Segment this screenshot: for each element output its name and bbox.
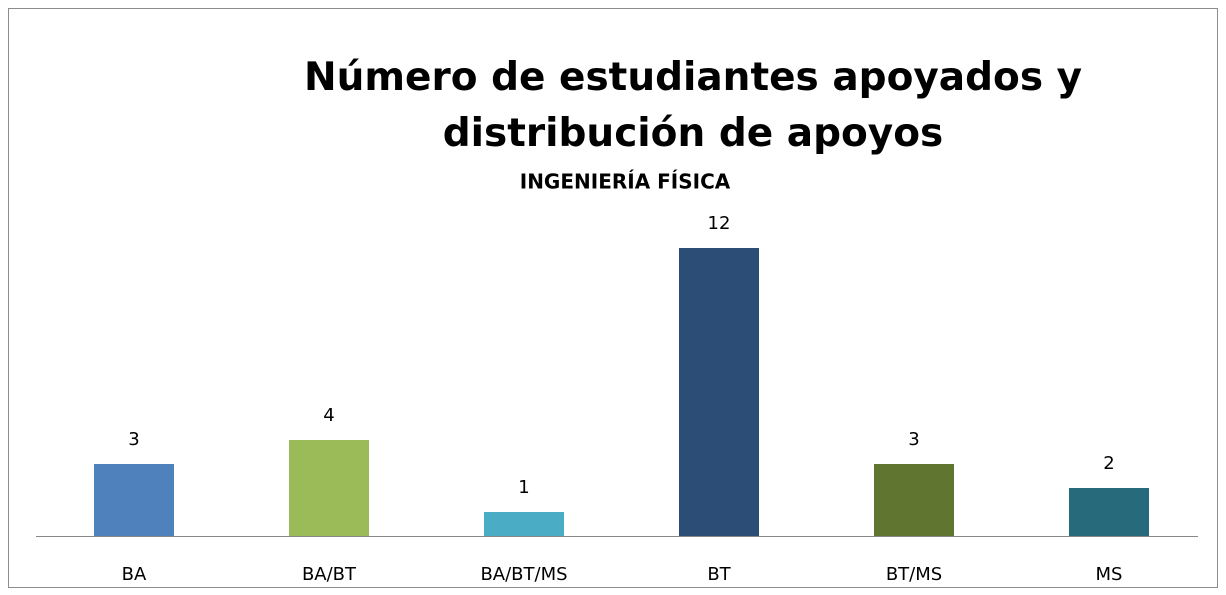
chart-title: Número de estudiantes apoyados y distrib… — [303, 55, 1083, 156]
data-label: 1 — [518, 477, 529, 498]
bar — [874, 464, 954, 536]
bar — [679, 248, 759, 536]
bar — [484, 512, 564, 536]
x-tick-label: BT — [707, 564, 731, 585]
data-label: 3 — [908, 429, 919, 450]
chart-frame — [8, 8, 1218, 588]
bar — [1069, 488, 1149, 536]
data-label: 3 — [128, 429, 139, 450]
x-tick-label: MS — [1096, 564, 1123, 585]
x-tick-label: BT/MS — [886, 564, 942, 585]
x-tick-label: BA — [122, 564, 147, 585]
data-label: 12 — [708, 213, 731, 234]
x-tick-label: BA/BT — [302, 564, 357, 585]
bar — [94, 464, 174, 536]
x-tick-label: BA/BT/MS — [480, 564, 567, 585]
bar — [289, 440, 369, 536]
data-label: 2 — [1103, 453, 1114, 474]
data-label: 4 — [323, 405, 334, 426]
chart-subtitle: INGENIERÍA FÍSICA — [520, 170, 731, 194]
